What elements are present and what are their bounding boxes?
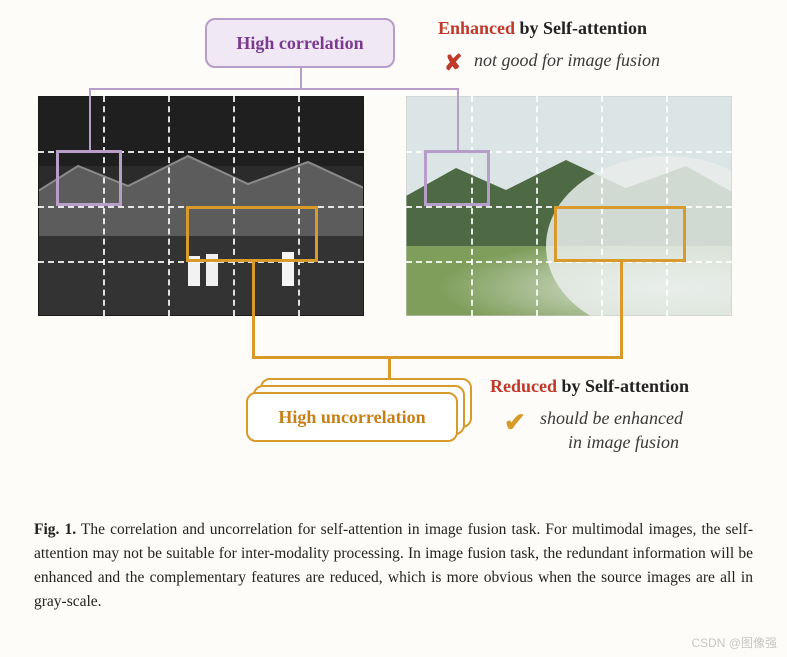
reduced-rest: by Self-attention: [557, 376, 689, 396]
high-uncorrelation-tag-stack: High uncorrelation: [246, 392, 472, 456]
not-good-line: not good for image fusion: [474, 50, 660, 71]
figure-canvas: High correlation Enhanced by Self-attent…: [0, 0, 787, 657]
high-uncorrelation-label: High uncorrelation: [278, 407, 425, 428]
check-icon: ✔: [504, 408, 526, 438]
x-icon: ✘: [444, 50, 462, 76]
caption-label: Fig. 1.: [34, 521, 76, 538]
orange-highlight-left: [186, 206, 318, 262]
high-correlation-label: High correlation: [236, 33, 363, 54]
should-enhance-line1: should be enhanced: [540, 408, 683, 429]
purple-highlight-left: [56, 150, 122, 206]
figure-caption: Fig. 1. The correlation and uncorrelatio…: [34, 518, 753, 614]
orange-highlight-right: [554, 206, 686, 262]
caption-text: The correlation and uncorrelation for se…: [34, 521, 753, 610]
watermark: CSDN @图像强: [691, 634, 777, 651]
enhanced-line: Enhanced by Self-attention: [438, 18, 647, 39]
high-correlation-tag: High correlation: [205, 18, 395, 68]
high-uncorrelation-tag: High uncorrelation: [246, 392, 458, 442]
reduced-word: Reduced: [490, 376, 557, 396]
enhanced-rest: by Self-attention: [515, 18, 647, 38]
reduced-line: Reduced by Self-attention: [490, 376, 689, 397]
purple-highlight-right: [424, 150, 490, 206]
should-enhance-line2: in image fusion: [568, 432, 679, 453]
enhanced-word: Enhanced: [438, 18, 515, 38]
